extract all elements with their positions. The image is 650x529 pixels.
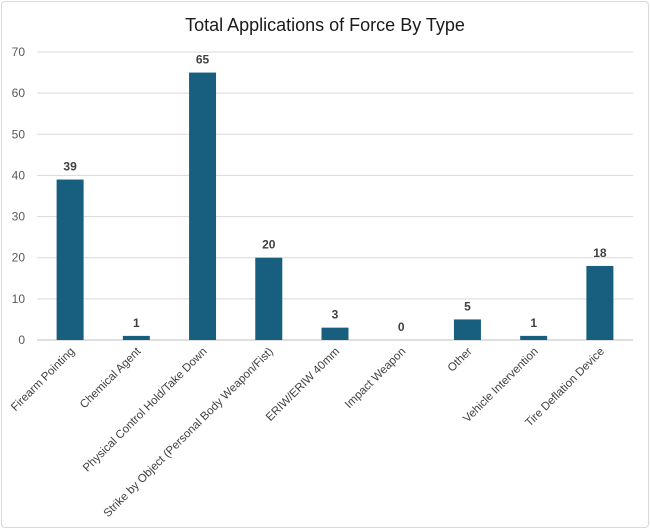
y-tick-label: 60: [12, 86, 26, 100]
chart-title: Total Applications of Force By Type: [185, 15, 465, 35]
x-tick-label: Chemical Agent: [78, 345, 144, 411]
gridlines: [37, 51, 633, 300]
y-tick-label: 0: [18, 333, 25, 347]
x-tick-label: Other: [446, 346, 475, 375]
bar: [520, 335, 548, 340]
data-label: 5: [464, 299, 471, 313]
bar: [122, 335, 150, 340]
data-label: 0: [398, 320, 405, 334]
y-tick-label: 30: [12, 210, 26, 224]
y-tick-label: 40: [12, 168, 26, 182]
bars: [56, 72, 614, 341]
bar: [453, 319, 481, 340]
y-tick-label: 10: [12, 292, 26, 306]
y-axis-ticks: 0 10 20 30 40 50 60 70: [12, 45, 26, 347]
x-tick-label: Vehicle Intervention: [461, 346, 540, 425]
x-tick-label: Physical Control Hold/Take Down: [81, 346, 210, 475]
y-tick-label: 20: [12, 251, 26, 265]
y-tick-label: 70: [12, 45, 26, 59]
bar: [321, 327, 349, 340]
data-label: 3: [332, 308, 339, 322]
y-tick-label: 50: [12, 127, 26, 141]
data-label: 65: [196, 53, 210, 67]
data-label: 18: [593, 246, 607, 260]
data-labels: 39 1 65 20 3 0 5 1 18: [63, 53, 606, 334]
bar: [586, 265, 614, 340]
bar: [255, 257, 283, 340]
data-label: 1: [133, 316, 140, 330]
x-tick-label: Impact Weapon: [343, 346, 408, 411]
data-label: 1: [530, 316, 537, 330]
bar: [189, 72, 217, 341]
bar: [56, 179, 84, 340]
data-label: 39: [63, 160, 77, 174]
data-label: 20: [262, 238, 276, 252]
x-tick-label: Firearm Pointing: [9, 346, 77, 414]
x-tick-label: ERIW/ERIW 40mm: [264, 346, 342, 424]
